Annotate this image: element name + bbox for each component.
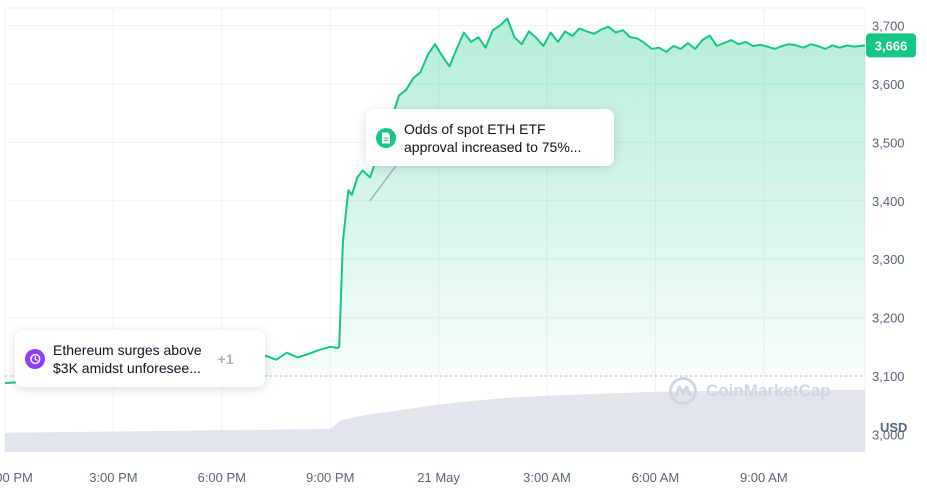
annotation-eth-etf[interactable]: Odds of spot ETH ETF approval increased … [366, 109, 614, 166]
history-clock-icon [25, 348, 45, 369]
y-tick-label: 3,600 [872, 77, 905, 92]
watermark: CoinMarketCap [668, 376, 831, 406]
document-icon [376, 127, 396, 148]
x-axis: 12:00 PM 3:00 PM 6:00 PM 9:00 PM 21 May 3:00 … [0, 470, 788, 485]
x-tick-label: 3:00 PM [89, 470, 137, 485]
y-axis: 3,700 3,600 3,500 3,400 3,300 3,200 3,100 3,000 [872, 19, 905, 443]
y-tick-label: 3,200 [872, 311, 905, 326]
x-tick-label: 6:00 AM [632, 470, 680, 485]
watermark-text: CoinMarketCap [706, 381, 831, 400]
current-price-label: 3,666 [875, 38, 908, 53]
x-tick-label: 12:00 PM [0, 470, 33, 485]
annotation-line: approval increased to 75%... [404, 138, 582, 155]
y-tick-label: 3,400 [872, 194, 905, 209]
current-price-badge-bg [866, 33, 916, 58]
x-tick-label: 9:00 PM [306, 470, 354, 485]
y-tick-label: 3,300 [872, 252, 905, 267]
annotation-pointer [369, 162, 399, 202]
x-tick-label: 9:00 AM [740, 470, 788, 485]
more-events-count[interactable]: +1 [217, 350, 234, 367]
annotation-eth-surge[interactable]: Ethereum surges above $3K amidst unfores… [15, 330, 265, 387]
x-tick-label: 6:00 PM [198, 470, 246, 485]
price-area [5, 18, 865, 384]
coinmarketcap-logo-icon [669, 377, 697, 405]
annotation-line: Ethereum surges above [53, 341, 202, 358]
annotation-line: $3K amidst unforesee... [53, 359, 201, 376]
x-tick-label: 3:00 AM [523, 470, 571, 485]
price-area-fill [5, 18, 865, 384]
annotation-line: Odds of spot ETH ETF [404, 120, 546, 137]
volume-area [5, 389, 865, 452]
y-tick-label: 3,000 [872, 427, 905, 442]
price-line-path [4, 17, 866, 385]
x-tick-label: 21 May [417, 470, 460, 485]
price-line [4, 17, 866, 385]
y-tick-label: 3,500 [872, 135, 905, 150]
y-tick-label: 3,100 [872, 369, 905, 384]
volume-fill [5, 389, 865, 452]
current-price-badge: 3,666 [866, 33, 916, 58]
y-tick-label: 3,700 [872, 19, 905, 34]
unit-label: USD [880, 420, 907, 435]
